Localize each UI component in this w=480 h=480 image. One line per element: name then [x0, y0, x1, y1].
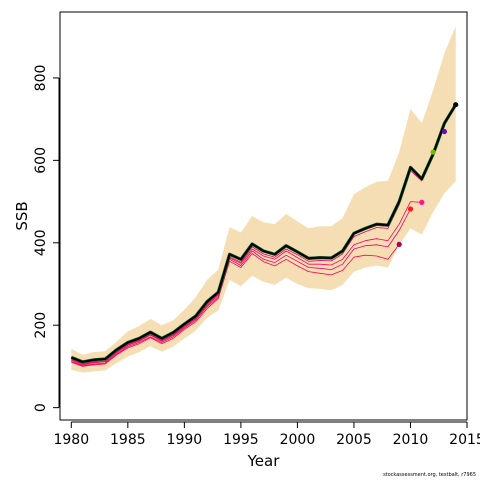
endpoint-marker-2013	[441, 128, 447, 135]
series-line-main	[70, 104, 457, 363]
y-tick-label-600: 600	[33, 147, 49, 174]
confidence-band	[71, 26, 456, 373]
y-axis-title: SSB	[13, 201, 31, 230]
series-line-retro-5	[71, 244, 400, 367]
series-line-retro-3	[71, 201, 422, 366]
endpoint-marker-2014	[453, 102, 459, 108]
series-line-retro-4	[71, 208, 411, 367]
endpoint-marker-2009	[396, 241, 402, 247]
y-tick-label-400: 400	[33, 229, 49, 256]
y-axis: 0 200 400 600 800	[33, 65, 60, 412]
endpoint-marker-2011	[419, 199, 425, 205]
endpoint-marker-2010	[407, 206, 414, 212]
x-tick-label-2005: 2005	[336, 432, 372, 448]
y-tick-label-800: 800	[33, 65, 49, 92]
series-lines-layer	[70, 103, 458, 367]
x-tick-label-1980: 1980	[53, 432, 89, 448]
plot-frame	[59, 11, 468, 421]
confidence-band-layer	[71, 26, 456, 373]
y-tick-label-200: 200	[33, 312, 49, 339]
endpoint-marker-2012	[430, 149, 436, 155]
endpoint-markers-layer	[396, 102, 459, 247]
x-axis-title: Year	[247, 452, 281, 470]
x-tick-label-1985: 1985	[110, 432, 146, 448]
x-tick-label-2015: 2015	[449, 432, 480, 448]
series-line-retro-2	[71, 151, 434, 365]
credit-note: stockassessment.org, testbalt, r7965	[383, 472, 476, 478]
x-tick-label-2000: 2000	[280, 432, 316, 448]
x-tick-label-1990: 1990	[167, 432, 203, 448]
x-tick-label-1995: 1995	[223, 432, 259, 448]
y-tick-label-0: 0	[33, 403, 49, 412]
x-tick-label-2010: 2010	[393, 432, 429, 448]
x-axis: 1980 1985 1990 1995 2000 2005 2010 2015	[53, 421, 480, 448]
